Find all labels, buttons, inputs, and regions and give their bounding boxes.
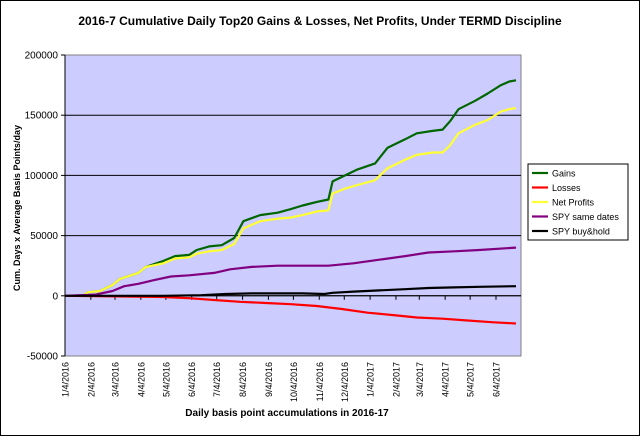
- y-tick-label: 0: [52, 291, 58, 302]
- x-tick-label: 10/4/2016: [289, 362, 299, 402]
- x-axis-label: Daily basis point accumulations in 2016-…: [185, 408, 389, 419]
- x-tick-label: 3/4/2017: [415, 362, 425, 397]
- series-lines: [64, 79, 517, 325]
- x-tick-label: 2/4/2016: [86, 362, 96, 397]
- y-axis-ticks: -50000 0 50000 100000 150000 200000: [25, 51, 66, 363]
- legend-label: SPY same dates: [552, 212, 619, 222]
- x-tick-label: 11/4/2016: [315, 362, 325, 401]
- series-line-spy-same-dates: [64, 246, 517, 297]
- y-tick-label: 150000: [25, 111, 59, 122]
- y-tick-label: 50000: [30, 231, 58, 242]
- x-tick-label: 5/4/2016: [161, 362, 171, 397]
- x-tick-label: 1/4/2016: [61, 362, 71, 397]
- plot-area: [64, 54, 522, 357]
- legend: Gains Losses Net Profits SPY same dates SPY …: [527, 163, 629, 241]
- legend-label: SPY buy&hold: [552, 227, 610, 237]
- x-tick-label: 9/4/2016: [264, 362, 274, 397]
- y-tick-label: -50000: [27, 352, 59, 363]
- y-axis-label: Cum. Days x Average Basis Points/day: [12, 125, 22, 291]
- legend-label: Losses: [552, 183, 581, 193]
- x-tick-label: 4/4/2016: [136, 362, 146, 397]
- x-tick-label: 7/4/2016: [212, 362, 222, 397]
- series-line-spy-buy-hold: [65, 285, 517, 297]
- chart-title: 2016-7 Cumulative Daily Top20 Gains & Lo…: [78, 14, 562, 28]
- x-tick-label: 8/4/2016: [238, 362, 248, 397]
- x-tick-label: 6/4/2017: [491, 362, 501, 397]
- x-tick-label: 4/4/2017: [441, 362, 451, 397]
- x-tick-label: 3/4/2016: [111, 362, 121, 397]
- legend-label: Net Profits: [552, 198, 595, 208]
- series-line-losses: [64, 294, 517, 325]
- series-line-net-profits: [81, 106, 517, 297]
- y-tick-label: 200000: [25, 51, 59, 62]
- x-tick-label: 2/4/2017: [391, 362, 401, 397]
- y-tick-label: 100000: [25, 171, 59, 182]
- legend-label: Gains: [552, 169, 576, 179]
- x-tick-label: 12/4/2016: [340, 362, 350, 402]
- x-tick-label: 1/4/2017: [366, 362, 376, 397]
- x-tick-label: 5/4/2017: [466, 362, 476, 397]
- x-tick-label: 6/4/2016: [187, 362, 197, 397]
